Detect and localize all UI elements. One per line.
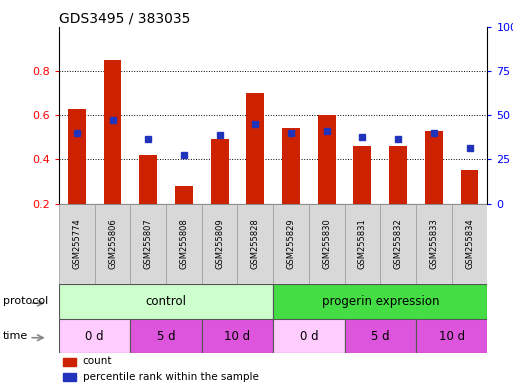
Bar [202,204,238,284]
Bar [318,115,336,204]
Text: GSM255834: GSM255834 [465,218,474,269]
Text: progerin expression: progerin expression [322,295,439,308]
Bar [389,146,407,204]
Bar [166,204,202,284]
Bar [130,319,202,353]
Bar [416,204,451,284]
Bar [59,204,95,284]
Text: GSM255809: GSM255809 [215,218,224,269]
Bar [345,319,416,353]
Bar [202,319,273,353]
Text: GSM255808: GSM255808 [180,218,188,269]
Text: GSM255833: GSM255833 [429,218,438,269]
Bar [211,139,229,204]
Bar [273,204,309,284]
Text: GSM255830: GSM255830 [322,218,331,269]
Bar [238,204,273,284]
Text: 10 d: 10 d [439,329,465,343]
Text: GSM255828: GSM255828 [251,218,260,269]
Bar [273,319,345,353]
Bar [140,155,157,204]
Text: GSM255832: GSM255832 [393,218,403,269]
Text: count: count [83,356,112,366]
Bar [345,204,380,284]
Text: 5 d: 5 d [371,329,389,343]
Bar [95,204,130,284]
Text: GSM255807: GSM255807 [144,218,153,269]
Bar [380,204,416,284]
Text: time: time [3,331,28,341]
Bar [59,319,130,353]
Text: percentile rank within the sample: percentile rank within the sample [83,372,259,382]
Bar [273,284,487,319]
Bar [425,131,443,204]
Text: GSM255806: GSM255806 [108,218,117,269]
Bar [63,373,76,381]
Bar [246,93,264,204]
Bar [416,319,487,353]
Bar [461,170,479,204]
Bar [68,109,86,204]
Text: protocol: protocol [3,296,48,306]
Text: GDS3495 / 383035: GDS3495 / 383035 [59,12,190,26]
Bar [282,128,300,204]
Text: 10 d: 10 d [224,329,250,343]
Bar [59,284,273,319]
Bar [63,358,76,366]
Bar [309,204,345,284]
Bar [353,146,371,204]
Text: GSM255829: GSM255829 [287,218,295,269]
Text: control: control [146,295,187,308]
Bar [130,204,166,284]
Text: 0 d: 0 d [300,329,318,343]
Bar [451,204,487,284]
Text: GSM255774: GSM255774 [72,218,82,269]
Bar [104,60,122,204]
Text: GSM255831: GSM255831 [358,218,367,269]
Bar [175,186,193,204]
Text: 5 d: 5 d [157,329,175,343]
Text: 0 d: 0 d [85,329,104,343]
